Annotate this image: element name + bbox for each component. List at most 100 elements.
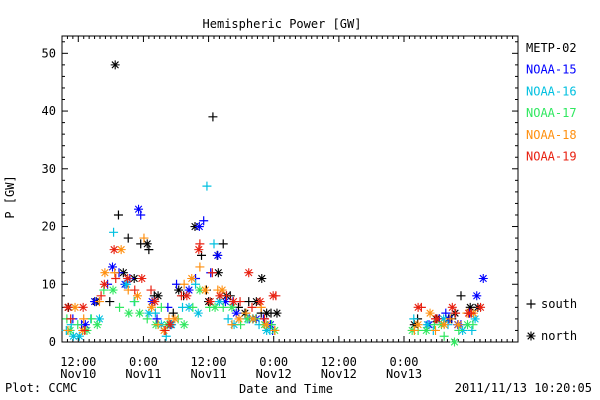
data-point-south bbox=[153, 320, 163, 330]
data-point-north bbox=[174, 285, 184, 295]
data-point-north bbox=[413, 302, 423, 312]
data-point-south bbox=[241, 308, 251, 318]
data-point-north bbox=[100, 268, 110, 278]
data-point-north bbox=[213, 250, 223, 260]
data-point-north bbox=[150, 297, 160, 307]
data-point-north bbox=[194, 222, 204, 232]
data-point-south bbox=[168, 308, 178, 318]
data-point-south bbox=[94, 297, 104, 307]
data-point-north bbox=[248, 314, 258, 324]
y-tick-label: 30 bbox=[42, 162, 56, 176]
data-point-south bbox=[430, 325, 440, 335]
y-tick-label: 20 bbox=[42, 220, 56, 234]
data-point-north bbox=[182, 291, 192, 301]
x-tick-label-date: Nov11 bbox=[191, 367, 227, 381]
data-point-south bbox=[456, 291, 466, 301]
data-point-north bbox=[135, 308, 145, 318]
data-point-south bbox=[63, 325, 73, 335]
data-point-south bbox=[115, 302, 125, 312]
data-point-south bbox=[113, 210, 123, 220]
data-point-north bbox=[244, 268, 254, 278]
data-point-north bbox=[74, 331, 84, 341]
data-point-north bbox=[144, 308, 154, 318]
x-tick-label-date: Nov10 bbox=[60, 367, 96, 381]
data-point-north bbox=[215, 291, 225, 301]
data-point-north bbox=[195, 285, 205, 295]
data-point-north bbox=[107, 262, 117, 272]
x-tick-label-time: 0:00 bbox=[129, 355, 158, 369]
data-point-north bbox=[227, 302, 237, 312]
data-point-north bbox=[184, 285, 194, 295]
data-point-north bbox=[124, 308, 134, 318]
data-point-north bbox=[262, 325, 272, 335]
data-point-north bbox=[432, 314, 442, 324]
data-point-south bbox=[218, 302, 228, 312]
data-point-north bbox=[476, 302, 486, 312]
data-point-north bbox=[257, 273, 267, 283]
data-point-north bbox=[422, 320, 432, 330]
legend-entry: NOAA-17 bbox=[526, 106, 577, 120]
data-point-north bbox=[123, 273, 133, 283]
x-tick-label-time: 12:00 bbox=[321, 355, 357, 369]
data-point-north bbox=[122, 279, 132, 289]
data-point-north bbox=[439, 320, 449, 330]
data-point-north bbox=[213, 268, 223, 278]
data-point-south bbox=[191, 279, 201, 289]
data-point-north bbox=[447, 302, 457, 312]
data-point-north bbox=[243, 314, 253, 324]
data-point-south bbox=[179, 279, 189, 289]
data-point-south bbox=[207, 268, 217, 278]
data-point-south bbox=[218, 239, 228, 249]
data-point-south bbox=[139, 233, 149, 243]
y-tick-label: 40 bbox=[42, 104, 56, 118]
legend-marker-label: north bbox=[541, 329, 577, 343]
data-point-south bbox=[146, 285, 156, 295]
data-point-north bbox=[413, 320, 423, 330]
data-point-north bbox=[463, 320, 473, 330]
data-point-north bbox=[194, 245, 204, 255]
x-tick-label-time: 0:00 bbox=[259, 355, 288, 369]
data-point-south bbox=[409, 314, 419, 324]
legend-marker-label: south bbox=[541, 297, 577, 311]
data-point-north bbox=[70, 302, 80, 312]
data-point-north bbox=[425, 308, 435, 318]
data-point-south bbox=[110, 268, 120, 278]
x-tick-label-date: Nov11 bbox=[125, 367, 161, 381]
data-point-north bbox=[78, 302, 88, 312]
x-tick-label-date: Nov12 bbox=[321, 367, 357, 381]
data-point-north bbox=[170, 314, 180, 324]
data-point-north bbox=[229, 297, 239, 307]
data-point-north bbox=[465, 302, 475, 312]
legend-entry: NOAA-19 bbox=[526, 150, 577, 164]
data-point-south bbox=[86, 314, 96, 324]
plot-frame bbox=[61, 35, 519, 343]
data-point-south bbox=[152, 314, 162, 324]
y-tick-label: 0 bbox=[49, 335, 56, 349]
data-point-north bbox=[472, 291, 482, 301]
data-point-north bbox=[262, 308, 272, 318]
x-tick-label-date: Nov13 bbox=[386, 367, 422, 381]
chart-title: Hemispheric Power [GW] bbox=[203, 17, 362, 31]
data-point-north bbox=[261, 320, 271, 330]
data-point-south bbox=[188, 302, 198, 312]
data-point-north bbox=[132, 291, 142, 301]
data-point-north bbox=[234, 314, 244, 324]
data-point-north bbox=[193, 308, 203, 318]
data-point-south bbox=[96, 291, 106, 301]
data-point-south bbox=[109, 227, 119, 237]
data-point-north bbox=[220, 297, 230, 307]
data-point-north bbox=[210, 302, 220, 312]
data-point-north bbox=[464, 308, 474, 318]
data-point-south bbox=[209, 239, 219, 249]
data-point-north bbox=[272, 308, 282, 318]
data-point-south bbox=[247, 302, 257, 312]
data-point-north bbox=[134, 204, 144, 214]
data-point-north bbox=[108, 285, 118, 295]
data-point-north bbox=[90, 297, 100, 307]
data-point-north bbox=[109, 245, 119, 255]
x-axis-label: Date and Time bbox=[239, 382, 333, 396]
data-point-north bbox=[165, 320, 175, 330]
x-tick-label-date: Nov12 bbox=[256, 367, 292, 381]
data-point-south bbox=[270, 325, 280, 335]
